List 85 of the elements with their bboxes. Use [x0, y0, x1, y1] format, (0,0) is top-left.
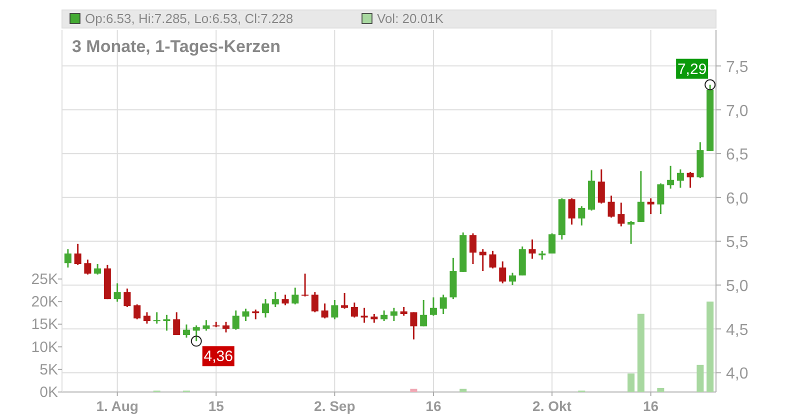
candlestick [84, 258, 92, 276]
candlestick [202, 319, 210, 332]
legend-label: Op:6.53, Hi:7.285, Lo:6.53, Cl:7.228 [85, 11, 294, 26]
candlestick [94, 263, 102, 276]
y-tick-label: 6,5 [726, 146, 748, 164]
candlestick [292, 286, 299, 306]
candlestick [647, 198, 654, 215]
x-tick-label: 1. Aug [96, 398, 138, 414]
candlestick [360, 307, 368, 324]
bar [706, 302, 714, 392]
y2-tick-label: 10K [31, 338, 58, 356]
candlestick [420, 299, 428, 328]
candlestick [262, 298, 270, 318]
legend-label: Vol: 20.01K [377, 11, 444, 26]
y-tick-label: 7,0 [726, 102, 748, 120]
x-tick-label: 2. Okt [532, 398, 572, 414]
candlestick [153, 311, 160, 324]
candlestick [568, 198, 576, 226]
candlestick [628, 220, 635, 245]
candlestick [667, 165, 674, 190]
x-tick-label: 2. Sep [314, 398, 356, 414]
candlestick [608, 194, 615, 218]
candlestick [192, 324, 200, 342]
y2-tick-label: 20K [31, 294, 58, 311]
annotation: 4,36 [204, 348, 233, 366]
bar [628, 373, 635, 392]
candlestick [64, 248, 72, 268]
candlestick [380, 310, 388, 322]
candlestick [124, 288, 131, 308]
candlestick [390, 307, 398, 322]
y-tick-label: 5,5 [726, 234, 748, 252]
annotation: 7,29 [677, 60, 707, 78]
candlestick [479, 248, 486, 272]
candlestick [331, 299, 338, 320]
candlestick [676, 168, 684, 189]
bar [696, 364, 704, 392]
candlestick [637, 170, 644, 223]
candlestick [410, 311, 418, 340]
candlestick [173, 311, 180, 336]
y2-tick-label: 5K [40, 361, 58, 378]
candlestick [657, 182, 664, 215]
candlestick [528, 238, 536, 260]
candlestick [430, 296, 437, 316]
candlestick [311, 291, 318, 313]
y-tick-label: 4,5 [726, 322, 748, 339]
y2-tick-label: 25K [31, 271, 58, 288]
candlestick [114, 282, 121, 302]
candlestick [489, 250, 496, 270]
y2-tick-label: 0K [40, 384, 58, 401]
candlestick [163, 314, 170, 332]
candlestick [302, 272, 309, 298]
candlestick [341, 292, 348, 310]
candlestick [508, 272, 516, 286]
candlestick [321, 302, 328, 320]
candlestick [618, 202, 625, 228]
y-tick-label: 5,0 [726, 278, 748, 296]
candlestick [350, 302, 358, 318]
x-tick-label: 16 [426, 398, 442, 414]
candlestick [222, 321, 230, 334]
candlestick [143, 311, 150, 324]
bar [637, 314, 644, 392]
candlestick [578, 205, 586, 226]
candlestick [74, 243, 82, 266]
candlestick [182, 324, 190, 338]
bar [410, 388, 418, 392]
y-tick-label: 7,5 [726, 58, 748, 76]
candlestick [272, 291, 279, 308]
candlestick [440, 294, 447, 315]
x-tick-label: 16 [643, 398, 659, 414]
candlestick [232, 310, 240, 331]
candlestick [548, 232, 556, 254]
candlestick [242, 308, 250, 322]
candlestick [282, 294, 289, 306]
candlestick [499, 260, 506, 284]
y-tick-label: 4,0 [726, 366, 748, 383]
bar [460, 388, 467, 392]
candlestick [598, 168, 605, 204]
candlestick [134, 304, 141, 320]
y2-tick-label: 15K [31, 316, 58, 334]
candlestick [686, 171, 694, 189]
x-tick-label: 15 [208, 398, 224, 414]
candlestick [469, 232, 476, 265]
y-tick-label: 6,0 [726, 190, 748, 208]
bar [657, 388, 664, 392]
chart-title: 3 Monate, 1-Tages-Kerzen [72, 37, 280, 56]
